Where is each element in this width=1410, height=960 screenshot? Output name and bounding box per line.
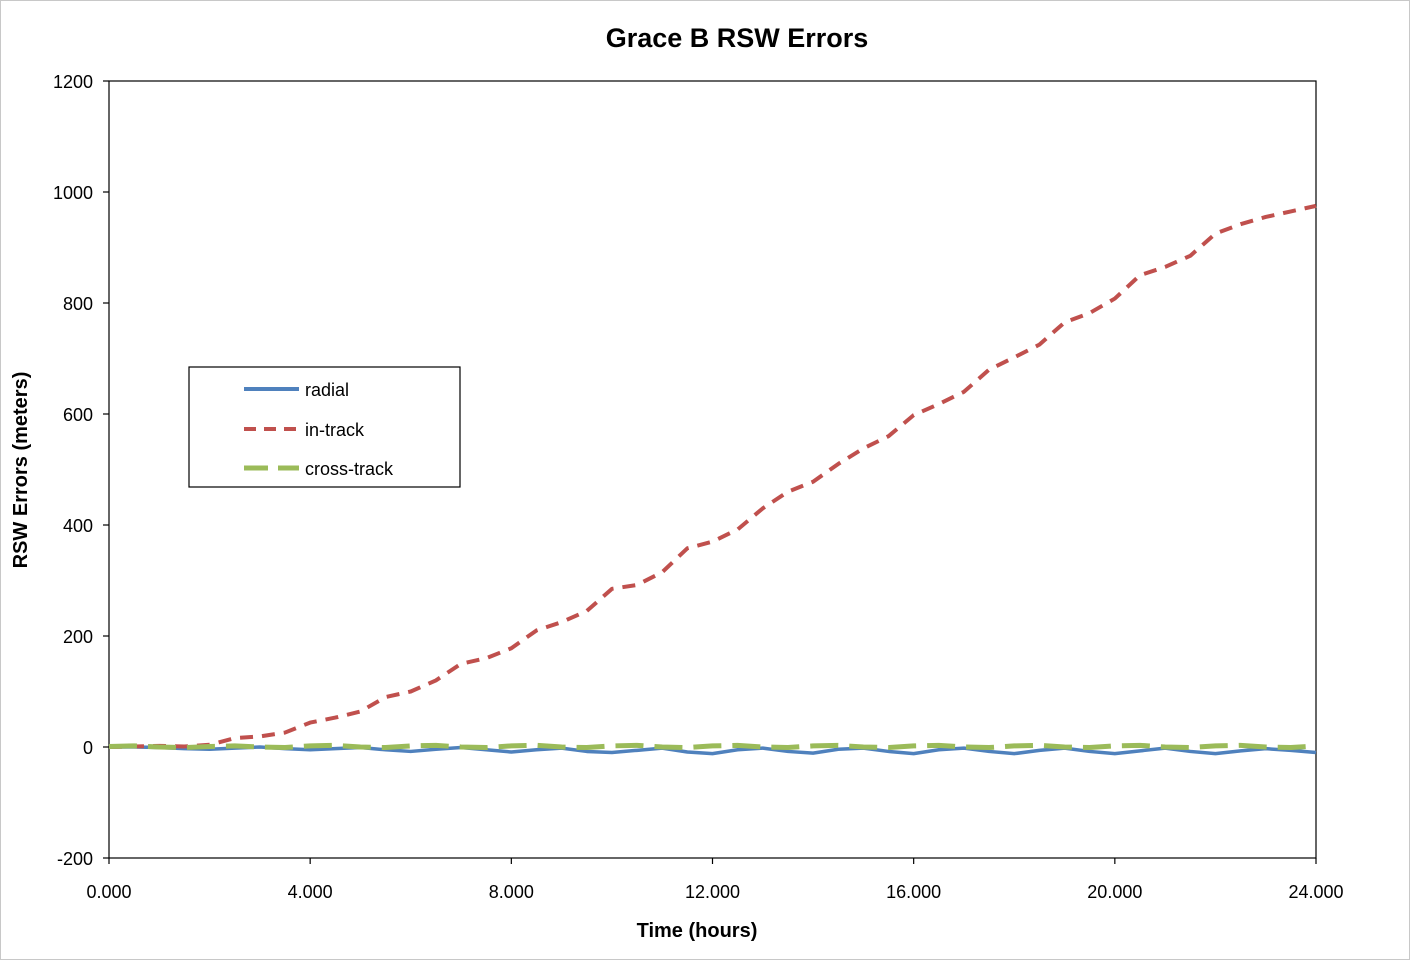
x-tick-label: 20.000 xyxy=(1087,882,1142,902)
y-axis-title: RSW Errors (meters) xyxy=(10,372,32,569)
x-tick-label: 8.000 xyxy=(489,882,534,902)
legend-label-radial: radial xyxy=(305,380,349,400)
legend-label-cross-track: cross-track xyxy=(305,459,394,479)
chart-title: Grace B RSW Errors xyxy=(606,23,869,53)
series-line-radial xyxy=(109,745,1317,756)
legend-box xyxy=(188,366,461,488)
series-layer xyxy=(108,203,1317,756)
series-line-in-track xyxy=(108,203,1317,749)
y-tick-label: 800 xyxy=(63,294,93,314)
y-tick-label: 400 xyxy=(63,516,93,536)
x-tick-label: 16.000 xyxy=(886,882,941,902)
x-axis-title: Time (hours) xyxy=(637,920,758,942)
series-line-cross-track xyxy=(108,742,1317,751)
y-tick-label: -200 xyxy=(57,849,93,869)
x-tick-label: 12.000 xyxy=(685,882,740,902)
y-tick-label: 0 xyxy=(83,738,93,758)
x-tick-label: 24.000 xyxy=(1288,882,1343,902)
legend-label-in-track: in-track xyxy=(305,420,365,440)
y-tick-label: 600 xyxy=(63,405,93,425)
x-tick-label: 0.000 xyxy=(86,882,131,902)
y-axis-ticks: -200 0 200 400 600 800 1000 1200 xyxy=(53,72,109,869)
x-axis-ticks: 0.000 4.000 8.000 12.000 16.000 20.000 24.000 xyxy=(86,858,1344,902)
y-tick-label: 200 xyxy=(63,627,93,647)
y-tick-label: 1000 xyxy=(53,183,93,203)
legend: radial in-track cross-track xyxy=(188,366,461,488)
y-tick-label: 1200 xyxy=(53,72,93,92)
x-tick-label: 4.000 xyxy=(288,882,333,902)
